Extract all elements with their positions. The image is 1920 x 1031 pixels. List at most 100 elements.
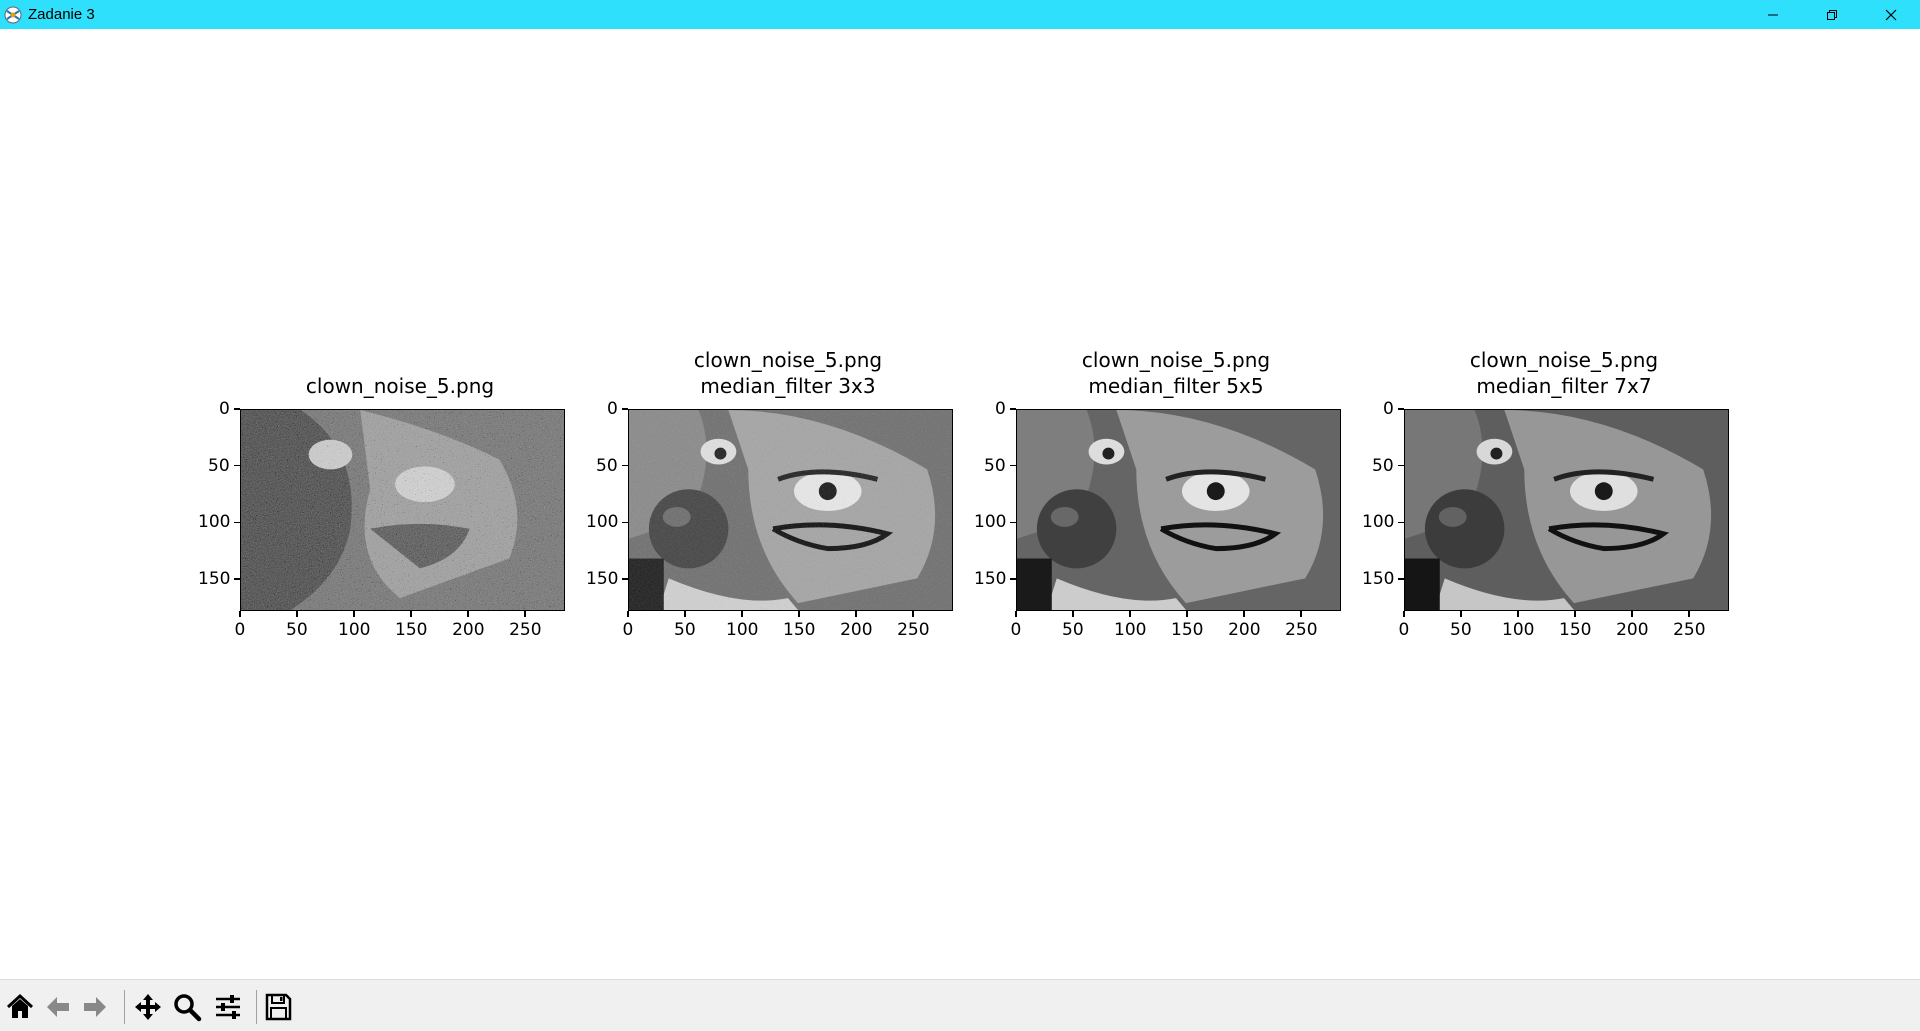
x-tick-mark [1460,611,1462,617]
configure-subplots-button[interactable] [210,989,246,1025]
x-tick-mark [684,611,686,617]
forward-button[interactable] [77,989,113,1025]
configure-subplots-icon [216,995,240,1019]
y-tick-mark [234,521,240,524]
minimize-button[interactable] [1743,0,1802,29]
subplot-median-5x5: clown_noise_5.png median_filter 5x5 0 50 1… [974,347,1376,687]
y-tick-label: 50 [208,455,230,476]
y-tick-label: 0 [219,399,230,419]
x-tick-label: 100 [726,620,759,640]
close-button[interactable] [1861,0,1920,29]
home-icon [6,993,34,1018]
y-tick-mark [622,464,628,467]
y-tick-label: 150 [586,569,619,590]
x-tick-mark [1129,611,1131,617]
y-tick-mark [622,521,628,524]
x-tick-mark [1300,611,1302,617]
y-tick-mark [1398,408,1404,410]
y-tick-label: 50 [596,455,618,476]
x-tick-label: 150 [783,620,816,640]
x-tick-label: 200 [1616,620,1649,640]
x-tick-label: 200 [452,620,485,640]
x-tick-label: 50 [1450,620,1472,640]
x-tick-mark [1015,611,1017,617]
y-tick-mark [1010,408,1016,410]
y-tick-label: 100 [586,512,619,533]
y-tick-mark [1010,464,1016,467]
home-button[interactable] [2,989,38,1025]
pan-button[interactable] [130,989,166,1025]
clown-image-median-3x3 [629,410,952,610]
x-tick-label: 250 [509,620,542,640]
subplot-title-line1: clown_noise_5.png [305,374,495,398]
y-tick-mark [234,408,240,410]
x-tick-mark [239,611,241,617]
x-tick-label: 50 [674,620,696,640]
x-tick-label: 100 [1502,620,1535,640]
x-tick-label: 0 [1010,620,1022,640]
subplot-title-line2: median_filter 3x3 [700,374,876,398]
y-tick-mark [622,408,628,410]
y-tick-mark [622,578,628,580]
x-tick-mark [1072,611,1074,617]
y-tick-mark [1398,464,1404,467]
y-tick-label: 0 [1383,399,1394,419]
x-tick-mark [855,611,857,617]
window-titlebar: Zadanie 3 [0,0,1920,29]
zoom-button[interactable] [169,989,205,1025]
y-tick-label: 100 [198,512,231,533]
x-tick-mark [1574,611,1576,617]
y-tick-label: 150 [974,569,1007,590]
image-axes[interactable] [1404,409,1729,611]
toolbar-separator [124,990,125,1024]
subplot-median-7x7: clown_noise_5.png median_filter 7x7 0 50 1… [1362,347,1764,687]
back-button[interactable] [40,989,76,1025]
x-tick-mark [1243,611,1245,617]
x-tick-mark [1186,611,1188,617]
clown-image-noisy [241,410,564,610]
subplot-title-line1: clown_noise_5.png [1469,348,1659,372]
x-tick-mark [1403,611,1405,617]
image-axes[interactable] [1016,409,1341,611]
x-tick-label: 250 [1285,620,1318,640]
x-tick-mark [353,611,355,617]
y-tick-label: 100 [974,512,1007,533]
y-tick-mark [1398,521,1404,524]
x-tick-label: 50 [286,620,308,640]
window-title: Zadanie 3 [28,6,95,23]
y-tick-label: 150 [1362,569,1395,590]
x-tick-label: 200 [840,620,873,640]
x-tick-label: 0 [234,620,246,640]
zoom-icon [174,994,202,1022]
x-tick-mark [1517,611,1519,617]
pan-icon [135,994,161,1020]
navigation-toolbar [0,979,1920,1031]
subplot-title: clown_noise_5.png [200,347,600,399]
y-tick-mark [1010,521,1016,524]
x-tick-mark [798,611,800,617]
subplot-title-line2: median_filter 5x5 [1088,374,1264,398]
subplot-median-3x3: clown_noise_5.png median_filter 3x3 [586,347,988,687]
restore-icon [1826,9,1837,20]
image-axes[interactable] [240,409,565,611]
x-tick-mark [741,611,743,617]
subplot-title-line1: clown_noise_5.png [693,348,883,372]
x-tick-label: 150 [395,620,428,640]
x-tick-mark [410,611,412,617]
clown-image-median-5x5 [1017,410,1340,610]
restore-button[interactable] [1802,0,1861,29]
x-tick-label: 250 [897,620,930,640]
toolbar-separator [256,990,257,1024]
y-tick-mark [234,578,240,580]
close-icon [1885,9,1896,20]
minimize-icon [1767,14,1778,15]
y-tick-label: 50 [1372,455,1394,476]
image-axes[interactable] [628,409,953,611]
x-tick-label: 50 [1062,620,1084,640]
subplot-title: clown_noise_5.png median_filter 5x5 [976,347,1376,399]
forward-arrow-icon [84,997,106,1017]
y-tick-label: 150 [198,569,231,590]
save-button[interactable] [260,989,296,1025]
y-tick-label: 0 [995,399,1006,419]
